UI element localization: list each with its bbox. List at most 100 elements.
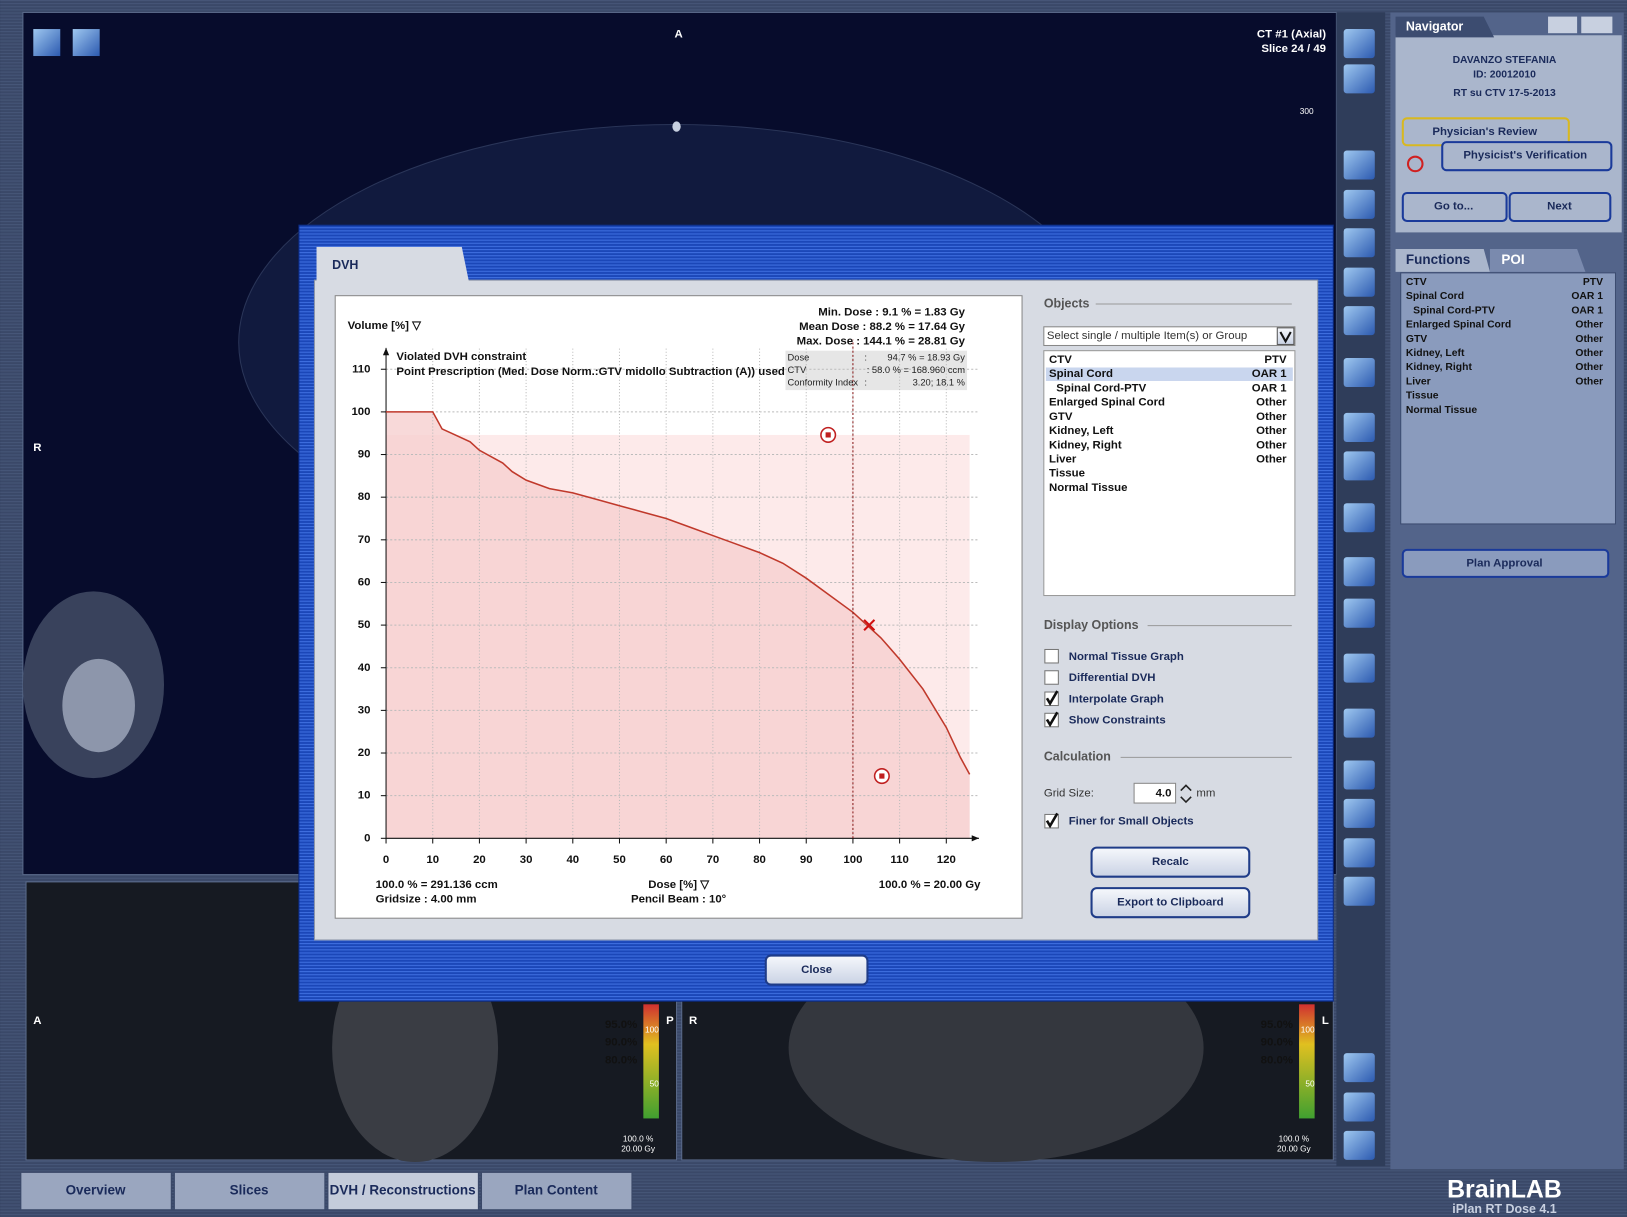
x-tick-label: 110 bbox=[890, 854, 908, 866]
tab-label: POI bbox=[1501, 252, 1524, 267]
patient-name: DAVANZO STEFANIA bbox=[1453, 55, 1557, 66]
object-item: Kidney, Left bbox=[1049, 425, 1114, 437]
orientation-label: L bbox=[1322, 1015, 1329, 1027]
tool-button[interactable] bbox=[1344, 358, 1375, 387]
tool-button[interactable] bbox=[1344, 228, 1375, 257]
checkbox[interactable] bbox=[1045, 671, 1058, 684]
tool-button[interactable] bbox=[1344, 1092, 1375, 1121]
option-label: Normal Tissue Graph bbox=[1069, 651, 1184, 663]
tool-button[interactable] bbox=[1344, 190, 1375, 219]
ct-marker bbox=[672, 121, 680, 131]
button-label: Recalc bbox=[1152, 856, 1189, 868]
field-unit: mm bbox=[1196, 788, 1215, 800]
tool-button[interactable] bbox=[1344, 799, 1375, 828]
object-item: CTV bbox=[1049, 354, 1072, 366]
tool-button[interactable] bbox=[1344, 451, 1375, 480]
tab-label: Functions bbox=[1406, 252, 1470, 267]
orientation-label: P bbox=[666, 1015, 674, 1027]
tool-button[interactable] bbox=[1344, 760, 1375, 789]
tab-label: DVH / Reconstructions bbox=[330, 1183, 476, 1198]
tool-button[interactable] bbox=[1344, 557, 1375, 586]
tool-button[interactable] bbox=[1344, 306, 1375, 335]
orientation-label: A bbox=[674, 28, 682, 40]
tool-button[interactable] bbox=[1344, 413, 1375, 442]
dose-statistic: Mean Dose : 88.2 % = 17.64 Gy bbox=[799, 321, 965, 333]
dose-scale bbox=[643, 1004, 659, 1118]
tool-button[interactable] bbox=[1344, 599, 1375, 628]
info-separator: : bbox=[864, 377, 867, 387]
constraint-dot bbox=[879, 773, 884, 778]
chart-note: Point Prescription (Med. Dose Norm.:GTV … bbox=[396, 366, 784, 378]
tool-button[interactable] bbox=[1344, 150, 1375, 179]
plan-name: RT su CTV 17-5-2013 bbox=[1453, 88, 1556, 99]
orientation-label: R bbox=[689, 1015, 697, 1027]
tool-button[interactable] bbox=[1344, 29, 1375, 58]
info-label: Dose bbox=[788, 352, 810, 362]
object-group: Other bbox=[1256, 439, 1287, 451]
function-item: Tissue bbox=[1406, 391, 1439, 402]
minimize-button[interactable] bbox=[1548, 17, 1577, 34]
isodose-level: 90.0% bbox=[605, 1037, 637, 1049]
function-group: OAR 1 bbox=[1571, 291, 1603, 302]
view-icon[interactable] bbox=[73, 29, 100, 56]
series-label: CT #1 (Axial) bbox=[1257, 28, 1326, 40]
tab-label: Overview bbox=[66, 1183, 126, 1198]
y-tick-label: 110 bbox=[352, 363, 370, 375]
brand-logo: BrainLAB bbox=[1447, 1176, 1562, 1204]
object-group: Other bbox=[1256, 411, 1287, 423]
section-title: Display Options bbox=[1044, 618, 1139, 632]
x-tick-label: 100 bbox=[843, 854, 862, 866]
x-tick-label: 80 bbox=[753, 854, 766, 866]
button-label: Plan Approval bbox=[1466, 557, 1542, 569]
y-tick-label: 70 bbox=[358, 534, 371, 546]
app-window: A R CT #1 (Axial) Slice 24 / 49 300 Navi… bbox=[0, 0, 1627, 1217]
object-item: Spinal Cord bbox=[1049, 368, 1113, 380]
tool-button[interactable] bbox=[1344, 877, 1375, 906]
x-tick-label: 20 bbox=[473, 854, 486, 866]
tool-button[interactable] bbox=[1344, 654, 1375, 683]
object-item: Normal Tissue bbox=[1049, 482, 1127, 494]
function-item: Kidney, Left bbox=[1406, 348, 1465, 359]
object-group: PTV bbox=[1264, 354, 1287, 366]
scale-label: 50 bbox=[650, 1078, 660, 1088]
tool-button[interactable] bbox=[1344, 268, 1375, 297]
function-item: Spinal Cord-PTV bbox=[1413, 305, 1495, 316]
tab-label: Plan Content bbox=[515, 1183, 599, 1198]
scale-label: 100 bbox=[645, 1024, 659, 1034]
function-item: CTV bbox=[1406, 277, 1427, 288]
x-tick-label: 0 bbox=[383, 854, 389, 866]
function-item: Spinal Cord bbox=[1406, 291, 1464, 302]
y-tick-label: 60 bbox=[358, 576, 371, 588]
x-tick-label: 70 bbox=[707, 854, 720, 866]
x-tick-label: 10 bbox=[426, 854, 439, 866]
tool-button[interactable] bbox=[1344, 1053, 1375, 1082]
function-item: Enlarged Spinal Cord bbox=[1406, 320, 1511, 331]
isodose-level: 95.0% bbox=[605, 1019, 637, 1031]
button-label: Go to... bbox=[1434, 200, 1473, 212]
power-button[interactable] bbox=[1581, 17, 1612, 34]
info-value: 94.7 % = 18.93 Gy bbox=[887, 352, 965, 362]
y-tick-label: 0 bbox=[364, 832, 370, 844]
x-tick-label: 30 bbox=[520, 854, 533, 866]
object-item: Liver bbox=[1049, 454, 1077, 466]
function-group: Other bbox=[1575, 334, 1603, 345]
function-group: PTV bbox=[1583, 277, 1603, 288]
checkbox[interactable] bbox=[1045, 649, 1058, 662]
object-group: Other bbox=[1256, 454, 1287, 466]
view-icon[interactable] bbox=[33, 29, 60, 56]
y-tick-label: 30 bbox=[358, 704, 371, 716]
option-label: Differential DVH bbox=[1069, 672, 1156, 684]
tool-button[interactable] bbox=[1344, 709, 1375, 738]
tool-button[interactable] bbox=[1344, 1131, 1375, 1160]
constraint-marker bbox=[875, 769, 890, 784]
orientation-label: R bbox=[33, 442, 41, 454]
button-label: Close bbox=[801, 964, 832, 976]
tool-button[interactable] bbox=[1344, 838, 1375, 867]
object-group: Other bbox=[1256, 397, 1287, 409]
object-item: Tissue bbox=[1049, 468, 1085, 480]
tool-button[interactable] bbox=[1344, 503, 1375, 532]
option-label: Finer for Small Objects bbox=[1069, 816, 1194, 828]
tool-button[interactable] bbox=[1344, 64, 1375, 93]
isodose-level: 90.0% bbox=[1261, 1037, 1293, 1049]
scale-label: 100 bbox=[1301, 1024, 1315, 1034]
